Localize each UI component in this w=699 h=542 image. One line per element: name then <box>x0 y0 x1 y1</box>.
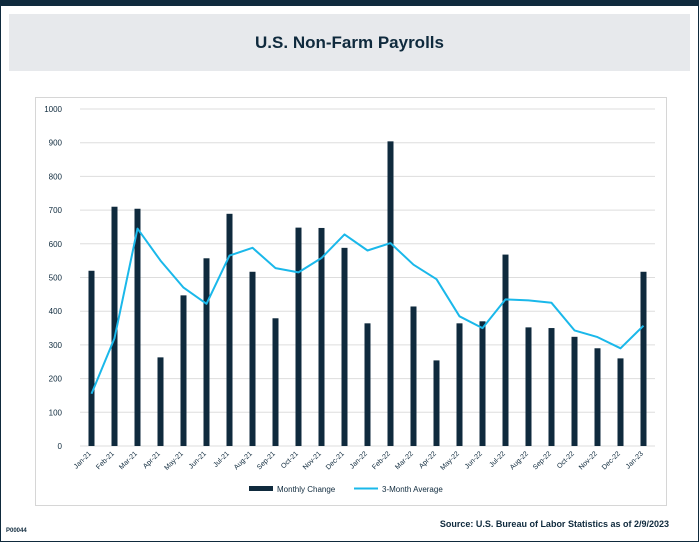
bar-monthly-change <box>249 271 256 446</box>
x-tick-label: Oct-21 <box>280 450 300 470</box>
bar-monthly-change <box>180 295 187 446</box>
bar-monthly-change <box>134 208 141 446</box>
bar-monthly-change <box>640 271 647 446</box>
bar-monthly-change <box>479 321 486 446</box>
y-tick-label: 200 <box>49 375 63 384</box>
y-tick-label: 600 <box>49 240 63 249</box>
y-tick-label: 500 <box>49 274 63 283</box>
x-tick-label: Jan-22 <box>349 450 369 470</box>
legend-label-monthly-change: Monthly Change <box>277 485 336 494</box>
y-tick-label: 400 <box>49 307 63 316</box>
x-tick-label: Jan-21 <box>73 450 93 470</box>
legend-label-3-month-average: 3-Month Average <box>382 485 443 494</box>
x-tick-label: Jul-22 <box>488 450 507 469</box>
bar-monthly-change <box>410 306 417 446</box>
bar-monthly-change <box>318 227 325 446</box>
bar-monthly-change <box>364 323 371 446</box>
x-tick-label: Jul-21 <box>212 450 231 469</box>
x-tick-label: Sep-22 <box>532 450 553 471</box>
y-tick-label: 100 <box>49 408 63 417</box>
y-tick-label: 1000 <box>44 105 62 114</box>
y-tick-label: 0 <box>58 442 63 451</box>
bar-monthly-change <box>525 327 532 446</box>
x-tick-label: Nov-21 <box>302 450 323 471</box>
x-tick-label: Jun-21 <box>188 450 208 470</box>
bar-monthly-change <box>226 213 233 446</box>
bar-monthly-change <box>295 227 302 446</box>
x-tick-label: Oct-22 <box>556 450 576 470</box>
x-tick-label: Jun-22 <box>464 450 484 470</box>
title-banner: U.S. Non-Farm Payrolls <box>9 14 690 71</box>
bar-monthly-change <box>272 318 279 446</box>
x-tick-label: Aug-22 <box>509 450 530 471</box>
x-tick-label: Feb-22 <box>371 450 392 471</box>
x-tick-label: Sep-21 <box>256 450 277 471</box>
x-tick-label: Dec-22 <box>601 450 622 471</box>
x-tick-label: May-21 <box>163 450 185 472</box>
x-tick-label: Nov-22 <box>578 450 599 471</box>
legend-swatch-monthly-change <box>249 486 273 491</box>
x-tick-label: Mar-21 <box>118 450 139 471</box>
x-tick-label: May-22 <box>439 450 461 472</box>
y-tick-label: 300 <box>49 341 63 350</box>
bar-monthly-change <box>88 270 95 446</box>
x-tick-label: Feb-21 <box>95 450 116 471</box>
y-tick-label: 700 <box>49 206 63 215</box>
top-accent-bar <box>0 0 699 6</box>
x-tick-label: Dec-21 <box>325 450 346 471</box>
bar-monthly-change <box>617 358 624 446</box>
source-note: Source: U.S. Bureau of Labor Statistics … <box>439 519 669 529</box>
y-tick-label: 900 <box>49 139 63 148</box>
bar-monthly-change <box>548 328 555 446</box>
bar-monthly-change <box>203 258 210 446</box>
chart-panel: 0 100 200 300 400 500 600 700 800 900 1000 Jan-21 Fe… <box>35 97 667 506</box>
bar-monthly-change <box>341 247 348 446</box>
y-tick-label: 800 <box>49 172 63 181</box>
x-tick-label: Mar-22 <box>394 450 415 471</box>
document-code: P00044 <box>6 528 27 534</box>
x-tick-label: Apr-21 <box>142 450 162 470</box>
x-tick-label: Apr-22 <box>418 450 438 470</box>
bar-monthly-change <box>502 254 509 446</box>
bar-monthly-change <box>456 323 463 446</box>
bar-monthly-change <box>571 336 578 446</box>
page-title: U.S. Non-Farm Payrolls <box>255 32 444 52</box>
bar-monthly-change <box>433 360 440 446</box>
line-3-month-average <box>90 227 645 395</box>
x-tick-label: Aug-21 <box>233 450 254 471</box>
bar-monthly-change <box>387 141 394 447</box>
bar-monthly-change <box>594 348 601 446</box>
bar-monthly-change <box>111 206 118 446</box>
x-tick-label: Jan-23 <box>625 450 645 470</box>
bar-monthly-change <box>157 357 164 446</box>
